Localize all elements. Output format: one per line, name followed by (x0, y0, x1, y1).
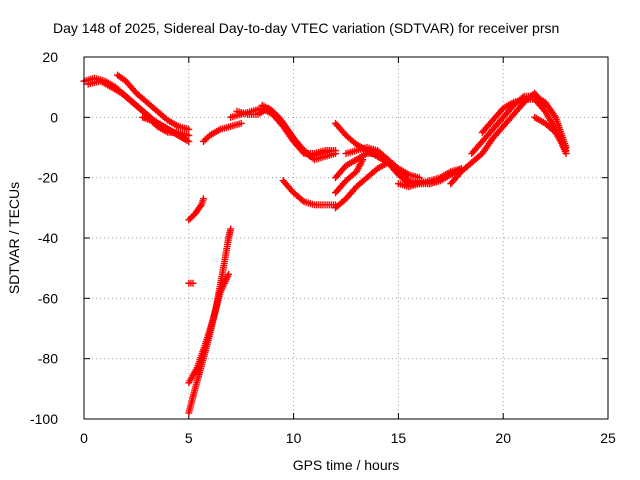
y-tick-label: 0 (50, 109, 58, 125)
series-track-8 (185, 279, 197, 287)
data-point (332, 150, 340, 158)
series-track-7 (185, 270, 233, 387)
x-tick-label: 5 (185, 430, 193, 446)
plot-border (83, 56, 609, 420)
series-track-15 (332, 156, 367, 197)
data-point (225, 270, 233, 278)
x-tick-labels: 0 5 10 15 20 25 (80, 430, 616, 446)
series-track-23 (531, 113, 570, 155)
y-axis-label: SDTVAR / TECUs (6, 182, 22, 294)
data-point (237, 119, 245, 127)
data-point (227, 225, 235, 233)
x-axis-label: GPS time / hours (293, 457, 400, 473)
series-track-3 (114, 71, 193, 133)
series-track-4 (139, 113, 193, 139)
data-point (185, 125, 193, 133)
series-track-19 (394, 165, 465, 191)
data-point (415, 174, 423, 182)
y-tick-labels: 20 0 -20 -40 -60 -80 -100 (30, 49, 58, 427)
y-tick-label: -80 (38, 351, 58, 367)
series-track-21 (468, 92, 570, 158)
x-tick-label: 25 (600, 430, 616, 446)
data-point (299, 197, 307, 205)
series-track-9 (199, 119, 245, 145)
series-track-5 (185, 195, 207, 224)
data-point (199, 195, 207, 203)
x-tick-label: 0 (80, 430, 88, 446)
data-point (189, 279, 197, 287)
x-tick-label: 20 (495, 430, 511, 446)
series-track-20 (447, 89, 549, 188)
data-series (80, 71, 570, 417)
y-tick-label: -20 (38, 170, 58, 186)
x-tick-label: 10 (286, 430, 302, 446)
y-tick-label: 20 (42, 49, 58, 65)
series-track-18 (342, 144, 423, 182)
y-tick-label: -60 (38, 290, 58, 306)
chart-title: Day 148 of 2025, Sidereal Day-to-day VTE… (53, 20, 559, 36)
y-tick-label: -100 (30, 411, 58, 427)
data-point (562, 147, 570, 155)
y-tick-label: -40 (38, 230, 58, 246)
series-track-13 (279, 177, 340, 209)
series-track-12 (258, 101, 340, 164)
data-point (185, 137, 193, 145)
x-tick-label: 15 (391, 430, 407, 446)
data-point (196, 202, 204, 210)
data-point (185, 131, 193, 139)
